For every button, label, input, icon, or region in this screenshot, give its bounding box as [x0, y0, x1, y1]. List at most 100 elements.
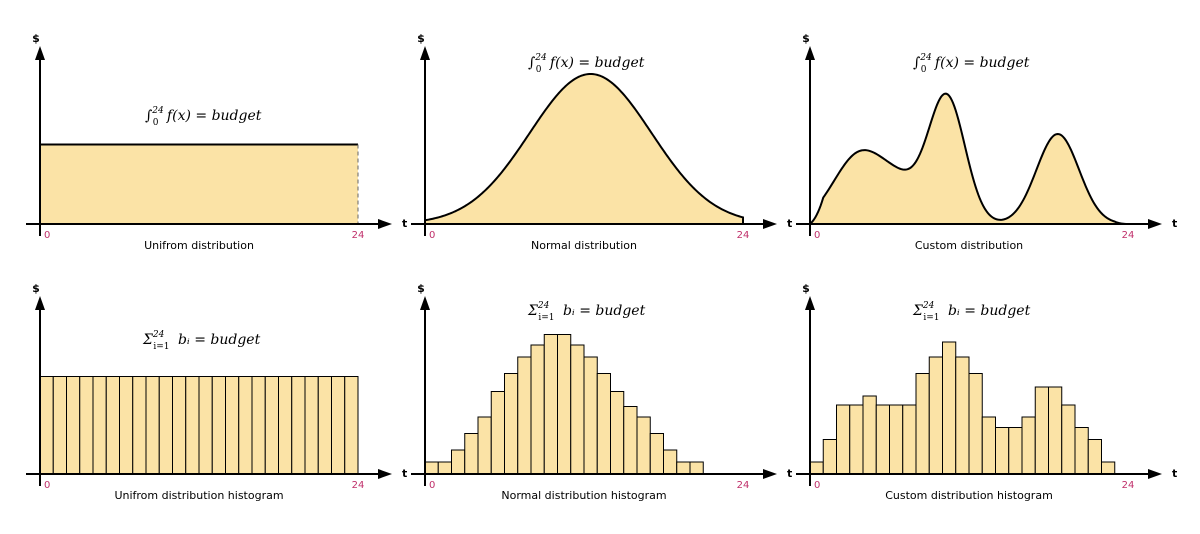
histogram-bar-19	[663, 449, 678, 475]
formula-upper-limit: 24	[922, 301, 935, 311]
histogram-bar-8	[132, 376, 147, 475]
histogram-bar-22	[317, 376, 332, 475]
tick-label-end: 24	[352, 230, 365, 241]
tick-label-start: 0	[429, 230, 435, 241]
x-arrowhead	[763, 219, 777, 229]
panel-caption: Custom distribution histogram	[885, 489, 1053, 502]
y-arrowhead	[420, 296, 430, 310]
histogram-bar-10	[928, 356, 943, 475]
formula-upper-limit: 24	[537, 301, 550, 311]
histogram-bar-21	[689, 461, 704, 475]
histogram-bar-10	[158, 376, 173, 475]
histogram-bar-14	[596, 373, 611, 475]
formula-lower-limit: 0	[536, 65, 542, 75]
histogram-bar-17	[1021, 416, 1036, 475]
formula-upper-limit: 24	[919, 53, 932, 63]
histogram-bar-4	[464, 433, 479, 475]
histogram-bar-5	[477, 416, 492, 475]
x-arrowhead	[763, 469, 777, 479]
formula-upper-limit: 24	[534, 53, 547, 63]
formula-symbol: ∫	[145, 108, 152, 124]
histogram-bar-17	[251, 376, 266, 475]
formula-body: f(x) = budget	[545, 55, 644, 71]
formula-lower-limit: 0	[153, 118, 159, 128]
histogram-bar-8	[517, 356, 532, 475]
histogram-bar-20	[676, 461, 691, 475]
formula-lower-limit: 0	[921, 65, 927, 75]
uniform-area	[40, 144, 358, 224]
histogram-bar-8	[902, 404, 917, 475]
histogram-bar-18	[1034, 386, 1049, 475]
x-arrowhead	[1148, 469, 1162, 479]
tick-label-end: 24	[352, 480, 365, 491]
histogram-bar-12	[185, 376, 200, 475]
formula: ∫24 0 f(x) = budget	[913, 53, 1030, 75]
formula: ∫24 0 f(x) = budget	[145, 106, 262, 128]
histogram-bar-15	[610, 391, 625, 475]
tick-label-end: 24	[737, 230, 750, 241]
tick-label-end: 24	[737, 480, 750, 491]
formula: Σ24 i=1 bᵢ = budget	[142, 330, 261, 352]
formula-symbol: Σ	[527, 303, 538, 319]
x-arrowhead	[1148, 219, 1162, 229]
y-arrowhead	[805, 46, 815, 60]
panel-caption: Normal distribution histogram	[501, 489, 666, 502]
histogram-bar-18	[649, 433, 664, 475]
formula: Σ24 i=1 bᵢ = budget	[527, 301, 646, 323]
x-axis-label: t	[402, 217, 407, 230]
y-axis-label: $	[802, 32, 810, 45]
y-arrowhead	[35, 296, 45, 310]
histogram-bar-16	[238, 376, 253, 475]
custom-curve	[807, 92, 1129, 225]
tick-label-start: 0	[814, 480, 820, 491]
y-arrowhead	[35, 46, 45, 60]
histogram-bar-15	[225, 376, 240, 475]
histogram-bar-23	[1101, 461, 1116, 475]
histogram-bar-11	[557, 334, 572, 475]
x-axis-label: t	[787, 467, 792, 480]
histogram-bar-4	[849, 404, 864, 475]
y-axis-label: $	[32, 282, 40, 295]
formula-symbol: ∫	[913, 55, 920, 71]
formula-lower-limit: i=1	[153, 342, 169, 352]
formula-body: f(x) = budget	[162, 108, 261, 124]
y-arrowhead	[805, 296, 815, 310]
tick-label-start: 0	[429, 480, 435, 491]
histogram-bar-24	[344, 376, 359, 475]
histogram-bar-6	[875, 404, 890, 475]
histogram-bar-15	[995, 427, 1010, 475]
histogram-bar-12	[955, 356, 970, 475]
tick-label-start: 0	[44, 230, 50, 241]
panel-caption: Unifrom distribution	[144, 239, 254, 252]
y-axis-label: $	[417, 32, 425, 45]
formula-body: bᵢ = budget	[174, 332, 261, 348]
histogram-bar-11	[172, 376, 187, 475]
histogram-bar-16	[1008, 427, 1023, 475]
histogram-bar-7	[889, 404, 904, 475]
histogram-bar-11	[942, 341, 957, 475]
panel-normal-hist: Σ24 i=1 bᵢ = budget $ t 0 24 Normal distributi…	[411, 282, 792, 502]
histogram-bar-22	[1087, 439, 1102, 475]
histogram-bar-7	[119, 376, 134, 475]
formula-symbol: ∫	[528, 55, 535, 71]
histogram-bar-2	[52, 376, 67, 475]
formula-body: bᵢ = budget	[559, 303, 646, 319]
histogram-bar-23	[331, 376, 346, 475]
histogram-bar-3	[66, 376, 81, 475]
histogram-bar-9	[915, 373, 930, 475]
y-axis-label: $	[417, 282, 425, 295]
formula-upper-limit: 24	[151, 106, 164, 116]
formula: ∫24 0 f(x) = budget	[528, 53, 645, 75]
panel-caption: Unifrom distribution histogram	[114, 489, 283, 502]
histogram-bar-21	[1074, 427, 1089, 475]
formula-body: f(x) = budget	[930, 55, 1029, 71]
x-axis-label: t	[402, 467, 407, 480]
formula-lower-limit: i=1	[923, 313, 939, 323]
panel-caption: Custom distribution	[915, 239, 1023, 252]
histogram-bar-14	[211, 376, 226, 475]
formula-symbol: Σ	[142, 332, 153, 348]
tick-label-end: 24	[1122, 230, 1135, 241]
